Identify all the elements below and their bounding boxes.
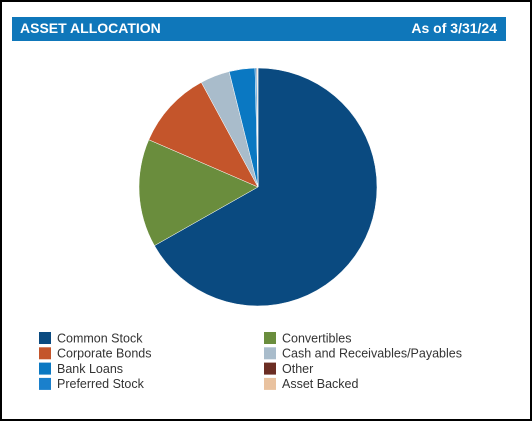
legend-swatch (39, 332, 51, 344)
legend-swatch (264, 362, 276, 375)
legend-label: Convertibles (282, 331, 351, 345)
legend-swatch (39, 377, 51, 390)
legend-swatch (39, 347, 51, 360)
pie-slice (257, 67, 259, 188)
legend-swatch (264, 347, 276, 360)
chart-subtitle: As of 3/31/24 (411, 20, 497, 36)
pie-slice (138, 139, 259, 246)
pie-slice (148, 82, 259, 188)
header-bar (12, 17, 506, 41)
legend-label: Other (282, 362, 313, 376)
chart-title: ASSET ALLOCATION (20, 20, 161, 36)
legend-swatch (264, 377, 276, 390)
legend-label: Corporate Bonds (57, 347, 152, 361)
legend-swatch (264, 332, 276, 344)
legend-swatch (39, 362, 51, 375)
pie-slice (154, 67, 378, 307)
legend-label: Common Stock (57, 331, 143, 345)
legend-label: Asset Backed (282, 377, 358, 391)
legend-label: Cash and Receivables/Payables (282, 347, 462, 361)
legend-label: Preferred Stock (57, 377, 145, 391)
legend-label: Bank Loans (57, 362, 123, 376)
